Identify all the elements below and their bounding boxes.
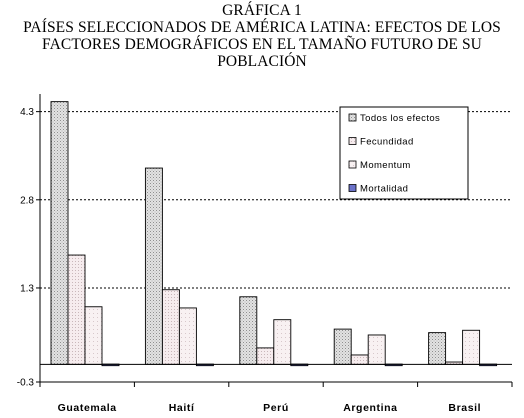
bar-todos-los-efectos: [333, 328, 352, 365]
legend: Todos los efectos Fecundidad Momentum Morta…: [339, 106, 469, 200]
bar-todos-los-efectos: [50, 101, 69, 365]
chart-title-line-3: FACTORES DEMOGRÁFICOS EN EL TAMAÑO FUTUR…: [42, 36, 482, 53]
legend-swatch: [348, 113, 357, 122]
bar-todos-los-efectos: [239, 296, 258, 365]
legend-label: Fecundidad: [360, 137, 414, 148]
y-tick-label: 4.3: [20, 107, 34, 118]
chart-title-line-1: GRÁFICA 1: [222, 2, 302, 19]
legend-box: [339, 106, 469, 200]
bar-momentum: [273, 319, 292, 365]
chart-title: GRÁFICA 1 PAÍSES SELECCIONADOS DE AMÉRIC…: [0, 2, 524, 70]
legend-swatch: [348, 137, 357, 145]
chart-title-line-4: POBLACIÓN: [217, 53, 307, 70]
bar-fecundidad: [67, 254, 86, 365]
legend-label: Mortalidad: [360, 184, 408, 195]
legend-label: Todos los efectos: [360, 113, 440, 124]
x-category-label: Guatemala: [58, 402, 117, 414]
x-category-label: Argentina: [343, 402, 397, 414]
chart-title-line-2: PAÍSES SELECCIONADOS DE AMÉRICA LATINA: …: [23, 19, 501, 36]
legend-swatch: [348, 160, 357, 169]
x-category-label: Brasil: [448, 402, 481, 414]
bars: [50, 101, 498, 367]
axes: -0.3 1.3 2.8 4.3 Guatemala Haití Perú Argentina…: [17, 94, 513, 414]
legend-label: Momentum: [360, 160, 411, 171]
bar-momentum: [178, 307, 197, 365]
x-category-label: Perú: [263, 402, 289, 414]
bar-todos-los-efectos: [428, 332, 447, 365]
bar-fecundidad: [256, 347, 275, 365]
y-tick-label: 2.8: [20, 195, 34, 206]
x-category-label: Haití: [169, 402, 195, 414]
bar-fecundidad: [350, 354, 369, 365]
y-tick-label: -0.3: [17, 378, 35, 389]
bar-todos-los-efectos: [144, 167, 163, 365]
bar-fecundidad: [161, 289, 180, 365]
bar-momentum: [462, 329, 481, 365]
bar-momentum: [84, 306, 103, 365]
bar-momentum: [367, 334, 386, 365]
legend-swatch: [348, 184, 357, 192]
y-tick-label: 1.3: [20, 283, 34, 294]
